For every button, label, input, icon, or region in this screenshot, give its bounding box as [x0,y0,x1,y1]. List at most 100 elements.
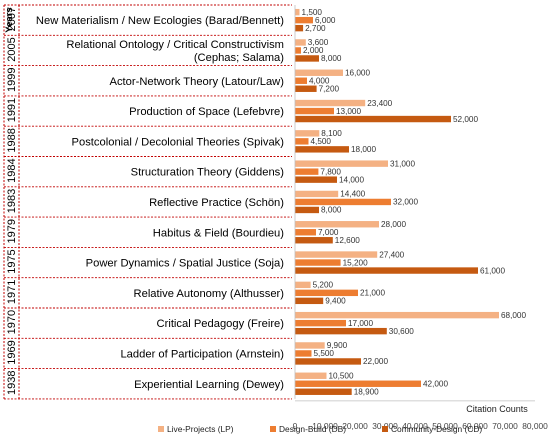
year-label: 1991 [6,98,18,122]
category-label: Relational Ontology / Critical Construct… [66,39,284,51]
year-label: 1938 [6,371,18,395]
data-label-lp: 14,400 [340,190,365,199]
legend-swatch-lp [158,426,164,432]
bar-lp [295,221,379,228]
data-label-db: 4,000 [309,76,330,85]
data-label-cd: 7,200 [319,84,340,93]
x-tick-label: 40,000 [402,421,428,431]
legend-label-cd: Community-Design (CD) [391,424,482,434]
bar-cd [295,85,317,92]
category-label: Structuration Theory (Giddens) [131,167,285,179]
bar-cd [295,388,352,395]
bar-lp [295,251,378,258]
category-label: Postcolonial / Decolonial Theories (Spiv… [72,136,285,148]
bar-cd [295,146,349,153]
bar-lp [295,8,300,16]
data-label-cd: 18,900 [354,387,379,396]
data-label-db: 42,000 [423,379,448,388]
bar-lp [295,342,325,349]
x-tick-label: 50,000 [432,421,458,431]
category-label: Critical Pedagogy (Freire) [157,318,285,330]
data-label-db: 15,200 [343,258,368,267]
bar-db [295,229,316,236]
bar-db [295,289,358,297]
year-label: 1975 [6,249,18,273]
data-label-db: 2,000 [303,46,324,55]
category-label: New Materialism / New Ecologies (Barad/B… [36,15,284,27]
category-label: Production of Space (Lefebvre) [129,106,284,118]
data-label-db: 7,800 [320,167,341,176]
bar-db [295,319,346,327]
bar-lp [295,69,343,76]
data-label-cd: 18,000 [351,145,376,154]
x-tick-label: 30,000 [372,421,398,431]
bar-db [295,350,312,357]
bar-cd [295,358,361,365]
bar-cd [295,237,333,244]
y-axis-title: Years [4,7,15,32]
data-label-lp: 3,600 [308,38,329,47]
data-label-lp: 1,500 [302,8,323,17]
data-label-db: 5,500 [314,349,335,358]
bar-cd [295,176,337,183]
bar-db [295,259,341,266]
bar-cd [295,115,451,123]
data-label-cd: 9,400 [325,297,346,306]
category-label: Relative Autonomy (Althusser) [134,288,285,300]
category-label: Ladder of Participation (Arnstein) [120,348,284,360]
bar-cd [295,327,387,335]
x-tick-label: 0 [293,421,298,431]
bar-db [295,16,313,24]
bar-lp [295,99,366,107]
year-label: 2005 [6,37,18,61]
bar-db [295,77,307,84]
year-label: 1970 [6,310,18,334]
data-label-lp: 23,400 [367,99,392,108]
data-label-cd: 61,000 [480,266,505,275]
category-label: Actor-Network Theory (Latour/Law) [109,76,284,88]
year-label: 1983 [6,189,18,213]
data-label-cd: 22,000 [363,357,388,366]
data-label-db: 17,000 [348,319,373,328]
bar-cd [295,267,478,274]
data-label-cd: 8,000 [321,206,342,215]
bar-cd [295,24,304,32]
data-label-lp: 10,500 [329,371,354,380]
category-label: (Cephas; Salama) [194,52,284,64]
data-label-lp: 31,000 [390,159,415,168]
data-label-db: 7,000 [318,228,339,237]
data-label-lp: 16,000 [345,68,370,77]
bar-cd [295,55,319,62]
data-label-cd: 8,000 [321,54,342,63]
bar-lp [295,281,311,289]
data-label-lp: 8,100 [321,129,342,138]
year-label: 1984 [6,158,18,182]
category-label: Experiential Learning (Dewey) [134,379,284,391]
bar-db [295,198,391,206]
category-label: Reflective Practice (Schön) [149,197,284,209]
bar-lp [295,190,339,198]
bar-cd [295,297,324,305]
category-label: Habitus & Field (Bourdieu) [153,227,284,239]
x-axis-title: Citation Counts [466,404,528,414]
bar-cd [295,206,319,214]
bar-lp [295,130,320,137]
year-label: 2007 [6,7,18,31]
legend-label-db: Design-Build (DB) [279,424,346,434]
data-label-lp: 68,000 [501,311,526,320]
data-label-cd: 2,700 [305,24,326,33]
data-label-db: 21,000 [360,289,385,298]
x-tick-label: 20,000 [342,421,368,431]
bar-db [295,138,309,145]
data-label-lp: 28,000 [381,220,406,229]
data-label-cd: 30,600 [389,327,414,336]
data-label-lp: 5,200 [313,281,334,290]
bar-db [295,47,301,54]
bar-db [295,380,421,387]
year-label: 1999 [6,68,18,92]
data-label-cd: 14,000 [339,175,364,184]
year-label: 1969 [6,340,18,364]
x-tick-label: 10,000 [312,421,338,431]
bar-lp [295,311,499,319]
